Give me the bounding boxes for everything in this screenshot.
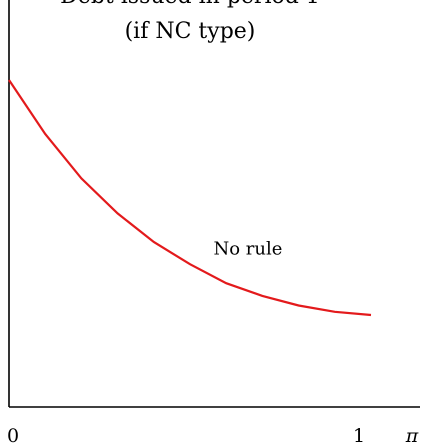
- series-line-no-rule: [8, 79, 372, 317]
- x-axis-label: π: [405, 425, 419, 446]
- chart-title-line1: Debt issued in period 1: [60, 0, 320, 9]
- x-tick-label-0: 0: [7, 425, 19, 446]
- annotation-no-rule: No rule: [213, 238, 282, 259]
- x-tick-label-1: 1: [353, 425, 365, 446]
- chart-title-line2: (if NC type): [125, 19, 256, 44]
